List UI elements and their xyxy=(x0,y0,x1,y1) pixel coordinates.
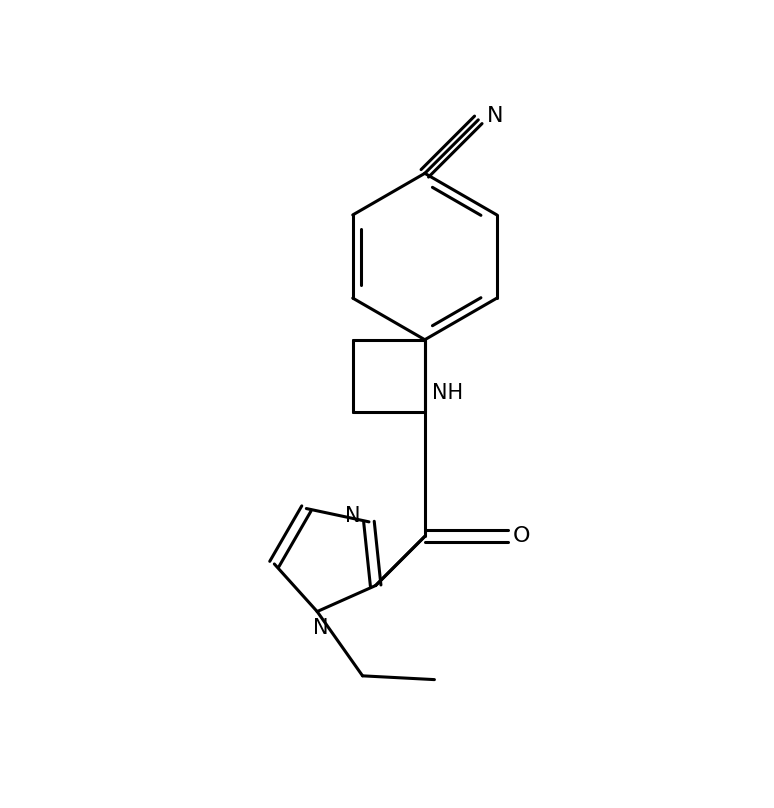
Text: N: N xyxy=(313,618,329,638)
Text: N: N xyxy=(487,106,503,126)
Text: O: O xyxy=(513,526,530,546)
Text: N: N xyxy=(344,506,360,526)
Text: NH: NH xyxy=(432,383,463,402)
